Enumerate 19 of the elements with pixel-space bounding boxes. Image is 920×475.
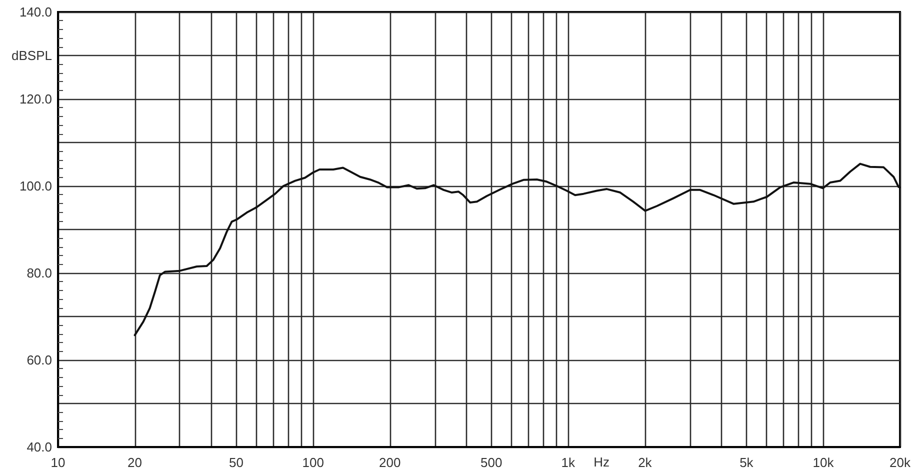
x-tick-label: 10k <box>812 455 834 470</box>
y-axis-title: dBSPL <box>12 48 52 63</box>
x-tick-label: 50 <box>229 455 244 470</box>
x-tick-label: 1k <box>561 455 576 470</box>
y-tick-label: 120.0 <box>19 92 52 106</box>
y-tick-label: 140.0 <box>19 4 52 20</box>
x-tick-label: 2k <box>638 455 652 470</box>
x-tick-label: 20 <box>128 455 142 470</box>
x-tick-label: 5k <box>740 455 754 470</box>
y-tick-label: 80.0 <box>26 266 52 280</box>
x-tick-label: 200 <box>379 455 401 470</box>
y-tick-label: 100.0 <box>19 178 52 194</box>
x-tick-label: 10 <box>50 455 66 470</box>
x-tick-label: 20k <box>890 455 911 470</box>
x-tick-label: 100 <box>302 455 324 470</box>
y-tick-label: 60.0 <box>26 352 52 368</box>
y-tick-label: 40.0 <box>26 440 52 454</box>
x-axis-title: Hz <box>594 454 610 470</box>
x-tick-label: 500 <box>480 455 502 470</box>
